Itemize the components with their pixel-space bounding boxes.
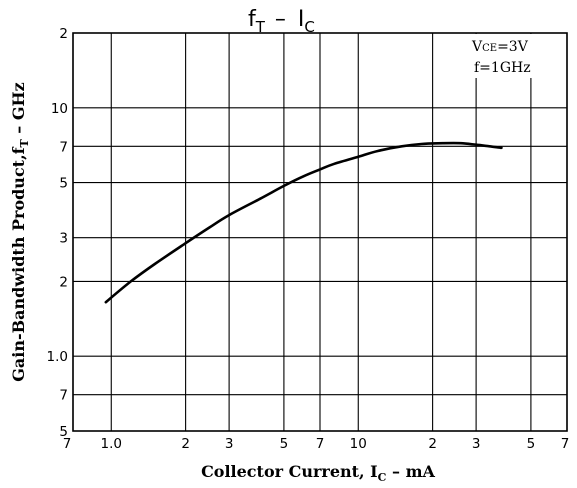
conditions-box bbox=[468, 34, 566, 78]
x-tick-label: 7 bbox=[561, 436, 570, 452]
y-tick-label: 2 bbox=[59, 274, 68, 290]
series bbox=[104, 141, 503, 304]
y-tick-label: 5 bbox=[59, 424, 68, 440]
x-tick-label: 2 bbox=[181, 436, 190, 452]
x-tick-label: 3 bbox=[225, 436, 234, 452]
x-tick-label: 3 bbox=[472, 436, 481, 452]
x-tick-label: 5 bbox=[280, 436, 289, 452]
condition-vce: VCE=3V bbox=[471, 39, 529, 55]
x-tick-label: 5 bbox=[527, 436, 536, 452]
x-tick-labels: 7 1.0 2 3 5 7 10 2 3 5 7 bbox=[63, 436, 570, 452]
y-axis-label: Gain-Bandwidth Product,fT – GHz bbox=[9, 82, 31, 381]
x-tick-label: 1.0 bbox=[101, 436, 122, 452]
x-tick-label: 7 bbox=[63, 436, 72, 452]
series-line bbox=[104, 141, 503, 304]
x-axis-label: Collector Current, IC – mA bbox=[201, 462, 435, 484]
y-tick-label: 7 bbox=[59, 388, 68, 404]
y-tick-label: 5 bbox=[59, 176, 68, 192]
condition-frequency: f=1GHz bbox=[474, 60, 531, 76]
y-tick-label: 2 bbox=[59, 26, 68, 42]
grid bbox=[72, 32, 568, 432]
chart-title: fT – IC bbox=[248, 7, 315, 36]
y-tick-label: 1.0 bbox=[47, 349, 68, 365]
plot-frame bbox=[72, 32, 568, 432]
x-tick-label: 2 bbox=[428, 436, 437, 452]
x-tick-label: 7 bbox=[316, 436, 325, 452]
y-tick-labels: 5 7 1.0 2 3 5 7 10 2 bbox=[47, 26, 68, 440]
y-tick-label: 7 bbox=[59, 139, 68, 155]
x-tick-label: 10 bbox=[350, 436, 367, 452]
y-tick-label: 3 bbox=[59, 231, 68, 247]
y-tick-label: 10 bbox=[51, 101, 68, 117]
